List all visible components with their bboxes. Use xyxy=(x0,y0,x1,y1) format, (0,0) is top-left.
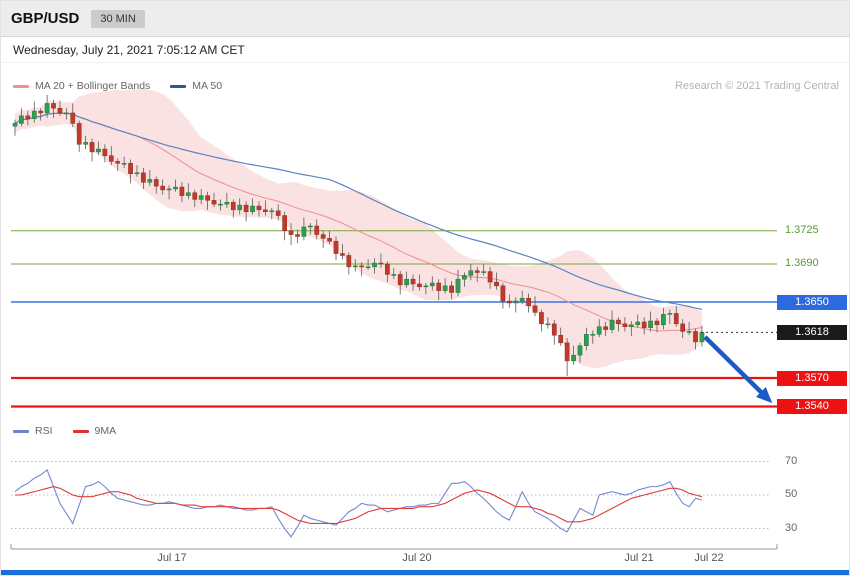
symbol-title: GBP/USD xyxy=(11,10,80,27)
bearish-projection-arrow xyxy=(703,335,773,404)
legend-item-ma50: MA 50 xyxy=(170,80,222,92)
x-axis-label-jul-21: Jul 21 xyxy=(624,552,654,564)
x-axis-label-jul-20: Jul 20 xyxy=(402,552,432,564)
rsi-tick-label-30: 30 xyxy=(785,521,798,534)
rsi-ma9-line xyxy=(15,486,703,525)
ma20-line xyxy=(14,112,703,332)
timestamp-row: Wednesday, July 21, 2021 7:05:12 AM CET xyxy=(1,37,849,63)
bollinger-band xyxy=(15,88,702,369)
header-bar: GBP/USD 30 MIN xyxy=(1,1,849,37)
ma20-bollinger-swatch-icon xyxy=(13,84,29,88)
legend-item-9ma: 9MA xyxy=(72,425,117,437)
rsi-9ma-label: 9MA xyxy=(94,425,117,437)
rsi-swatch-icon xyxy=(13,429,29,433)
candlesticks xyxy=(12,94,705,377)
x-axis-label-jul-17: Jul 17 xyxy=(157,552,187,564)
ma20-bollinger-label: MA 20 + Bollinger Bands xyxy=(35,80,151,92)
price-level-label-1.3690: 1.3690 xyxy=(785,257,819,269)
rsi-label: RSI xyxy=(35,425,53,437)
price-level-label-1.3725: 1.3725 xyxy=(785,223,819,236)
bottom-accent-bar xyxy=(1,570,849,575)
ma50-line xyxy=(14,112,703,311)
price-level-label-1.3650: 1.3650 xyxy=(777,294,847,310)
rsi-tick-label-70: 70 xyxy=(785,454,798,467)
attribution-text: Research © 2021 Trading Central xyxy=(674,80,839,92)
chart-timestamp: Wednesday, July 21, 2021 7:05:12 AM CET xyxy=(13,43,245,57)
price-level-label-1.3570: 1.3570 xyxy=(777,370,847,386)
rsi-panel-legend: RSI 9MA xyxy=(13,425,116,437)
price-level-label-1.3540: 1.3540 xyxy=(777,399,847,414)
x-axis-label-jul-22: Jul 22 xyxy=(694,552,724,564)
price-level-label-1.3618: 1.3618 xyxy=(777,324,847,340)
rsi-line xyxy=(14,468,703,538)
ma50-label: MA 50 xyxy=(192,80,223,92)
legend-item-ma20-bollinger: MA 20 + Bollinger Bands xyxy=(13,80,150,92)
ma50-swatch-icon xyxy=(170,84,187,88)
legend-item-rsi: RSI xyxy=(13,425,53,437)
rsi-9ma-swatch-icon xyxy=(72,429,89,433)
main-chart-legend: MA 20 + Bollinger Bands MA 50 xyxy=(13,80,222,92)
timeframe-badge: 30 MIN xyxy=(91,9,145,28)
rsi-tick-label-50: 50 xyxy=(785,488,798,500)
